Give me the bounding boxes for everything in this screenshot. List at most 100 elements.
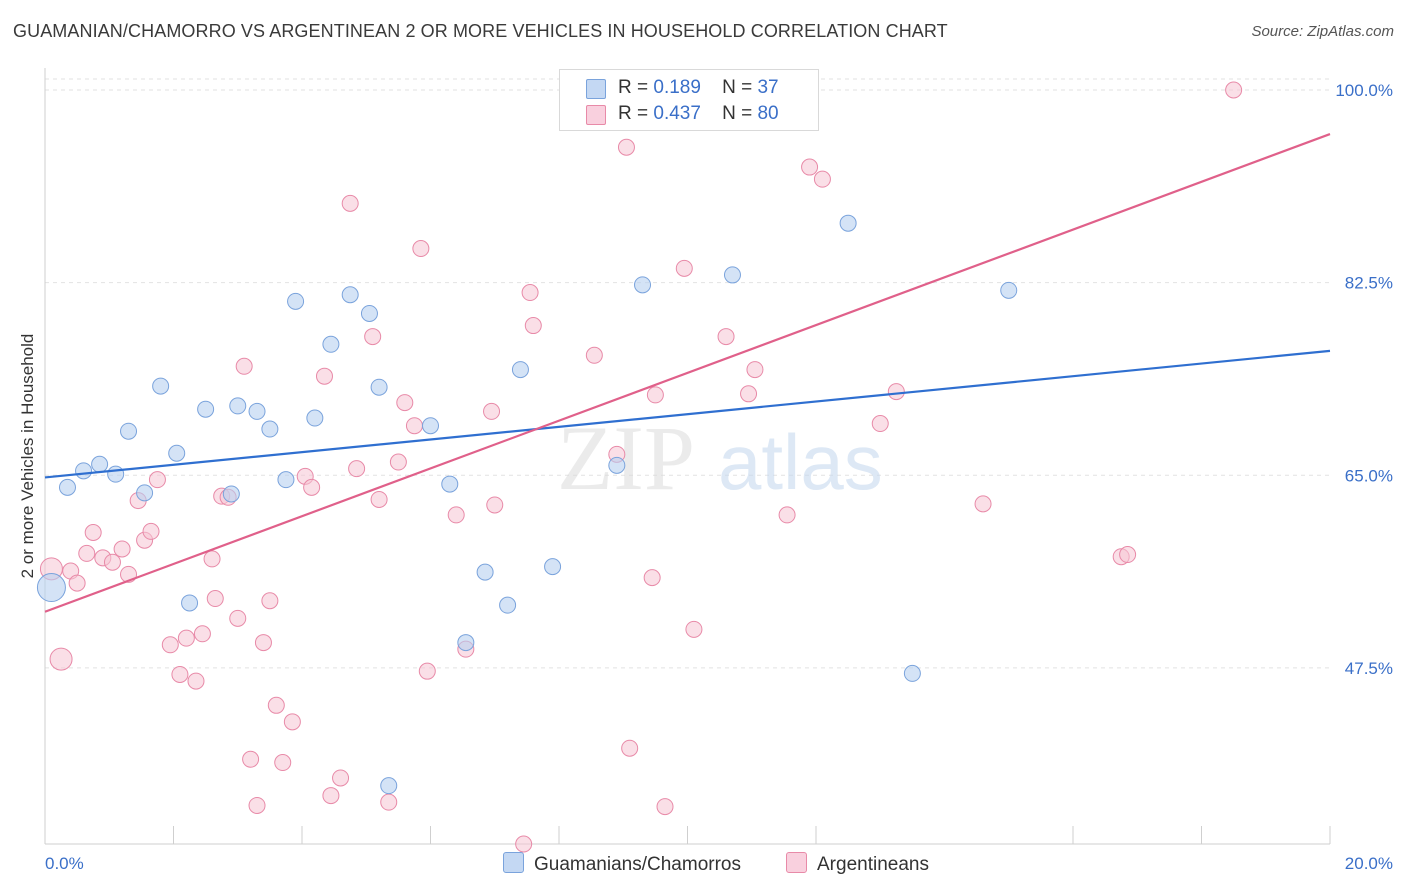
guamanians-points — [36, 103, 1018, 795]
argentinean-point — [515, 835, 533, 853]
argentinean-point — [113, 540, 131, 558]
argentinean-point — [322, 787, 340, 805]
legend-n-value: 80 — [757, 103, 779, 124]
bottom-legend-guamanians: Guamanians/Chamorros — [503, 852, 741, 876]
argentinean-point — [646, 386, 664, 404]
bottom-legend-swatch-pink — [786, 852, 807, 873]
y-tick-label: 65.0% — [1345, 466, 1393, 485]
argentinean-point — [78, 544, 96, 562]
guamanian-point — [723, 266, 741, 284]
guamanian-point — [341, 286, 359, 304]
argentineans-trend-line — [44, 133, 1331, 613]
guamanian-point — [1000, 281, 1018, 299]
argentinean-point — [675, 259, 693, 277]
argentinean-point — [1119, 546, 1137, 564]
guamanian-point — [261, 420, 279, 438]
legend-n-label: N = — [722, 77, 753, 98]
legend-swatch-blue — [586, 79, 606, 99]
argentinean-point — [380, 793, 398, 811]
argentinean-point — [801, 158, 819, 176]
argentinean-point — [303, 478, 321, 496]
y-tick-label: 100.0% — [1335, 81, 1393, 100]
argentinean-point — [617, 138, 635, 156]
argentinean-point — [84, 523, 102, 541]
guamanian-point — [634, 276, 652, 294]
argentinean-point — [746, 361, 764, 379]
argentinean-point — [778, 506, 796, 524]
guamanian-point — [136, 484, 154, 502]
source-credit: Source: ZipAtlas.com — [1251, 23, 1394, 40]
guamanian-point — [152, 377, 170, 395]
argentinean-point — [171, 665, 189, 683]
argentinean-point — [621, 739, 639, 757]
guamanian-point — [248, 402, 266, 420]
argentinean-point — [643, 569, 661, 587]
correlation-legend: R = 0.189 N = 37 R = 0.437 N = 80 — [559, 69, 819, 131]
argentinean-point — [68, 574, 86, 592]
argentineans-points — [39, 81, 1243, 853]
legend-n-value: 37 — [757, 77, 779, 98]
argentinean-point — [161, 636, 179, 654]
guamanian-point — [839, 214, 857, 232]
guamanian-point — [277, 471, 295, 489]
guamanian-point — [422, 417, 439, 435]
argentinean-point — [412, 240, 430, 258]
x-tick-label: 20.0% — [1345, 854, 1393, 873]
argentinean-point — [521, 284, 539, 302]
guamanian-point — [441, 475, 459, 493]
guamanian-point — [457, 634, 475, 652]
guamanian-point — [107, 465, 125, 483]
watermark-zip: ZIP — [557, 407, 695, 509]
argentinean-point — [103, 553, 121, 571]
guamanian-point — [287, 292, 305, 310]
guamanian-point — [120, 422, 138, 440]
argentinean-point — [348, 460, 366, 478]
bottom-legend-label: Guamanians/Chamorros — [534, 854, 741, 875]
argentinean-point — [142, 522, 160, 540]
argentinean-point — [332, 769, 350, 787]
argentinean-point — [871, 415, 889, 433]
argentinean-point — [248, 796, 266, 814]
guamanian-point — [75, 462, 93, 480]
guamanian-point — [903, 664, 921, 682]
guamanian-point — [476, 563, 494, 581]
bottom-legend-label: Argentineans — [817, 854, 929, 875]
chart-title: GUAMANIAN/CHAMORRO VS ARGENTINEAN 2 OR M… — [13, 21, 948, 41]
guamanian-point — [306, 409, 324, 427]
argentinean-point — [203, 550, 221, 568]
legend-r-label: R = — [618, 77, 649, 98]
argentinean-point — [370, 490, 388, 508]
argentinean-point — [483, 402, 501, 420]
legend-n-label: N = — [722, 103, 753, 124]
argentinean-point — [254, 634, 272, 652]
trend-lines — [44, 133, 1331, 613]
argentinean-point — [405, 417, 423, 435]
guamanian-point — [608, 456, 626, 474]
argentinean-point — [585, 346, 603, 364]
guamanian-point — [370, 378, 388, 396]
argentinean-point — [242, 750, 260, 768]
legend-r-label: R = — [618, 103, 649, 124]
argentinean-point — [887, 383, 905, 401]
guamanian-point — [91, 455, 109, 473]
guamanian-point — [544, 558, 562, 576]
legend-swatch-pink — [586, 105, 606, 125]
argentinean-point — [418, 662, 436, 680]
argentinean-point — [193, 625, 211, 643]
argentinean-point — [315, 367, 333, 385]
guamanian-point — [222, 485, 240, 503]
legend-r-value: 0.437 — [653, 103, 701, 124]
guamanians-trend-line — [44, 349, 1331, 479]
watermark-atlas: atlas — [718, 418, 883, 506]
argentinean-point — [235, 357, 253, 375]
argentinean-point — [267, 696, 285, 714]
y-tick-label: 47.5% — [1345, 659, 1393, 678]
guamanian-point — [322, 335, 340, 353]
argentinean-point — [49, 647, 73, 671]
argentinean-point — [656, 798, 674, 816]
argentinean-point — [389, 453, 407, 471]
bottom-legend-argentineans: Argentineans — [786, 852, 929, 876]
argentinean-point — [274, 754, 292, 772]
argentinean-point — [177, 629, 195, 647]
